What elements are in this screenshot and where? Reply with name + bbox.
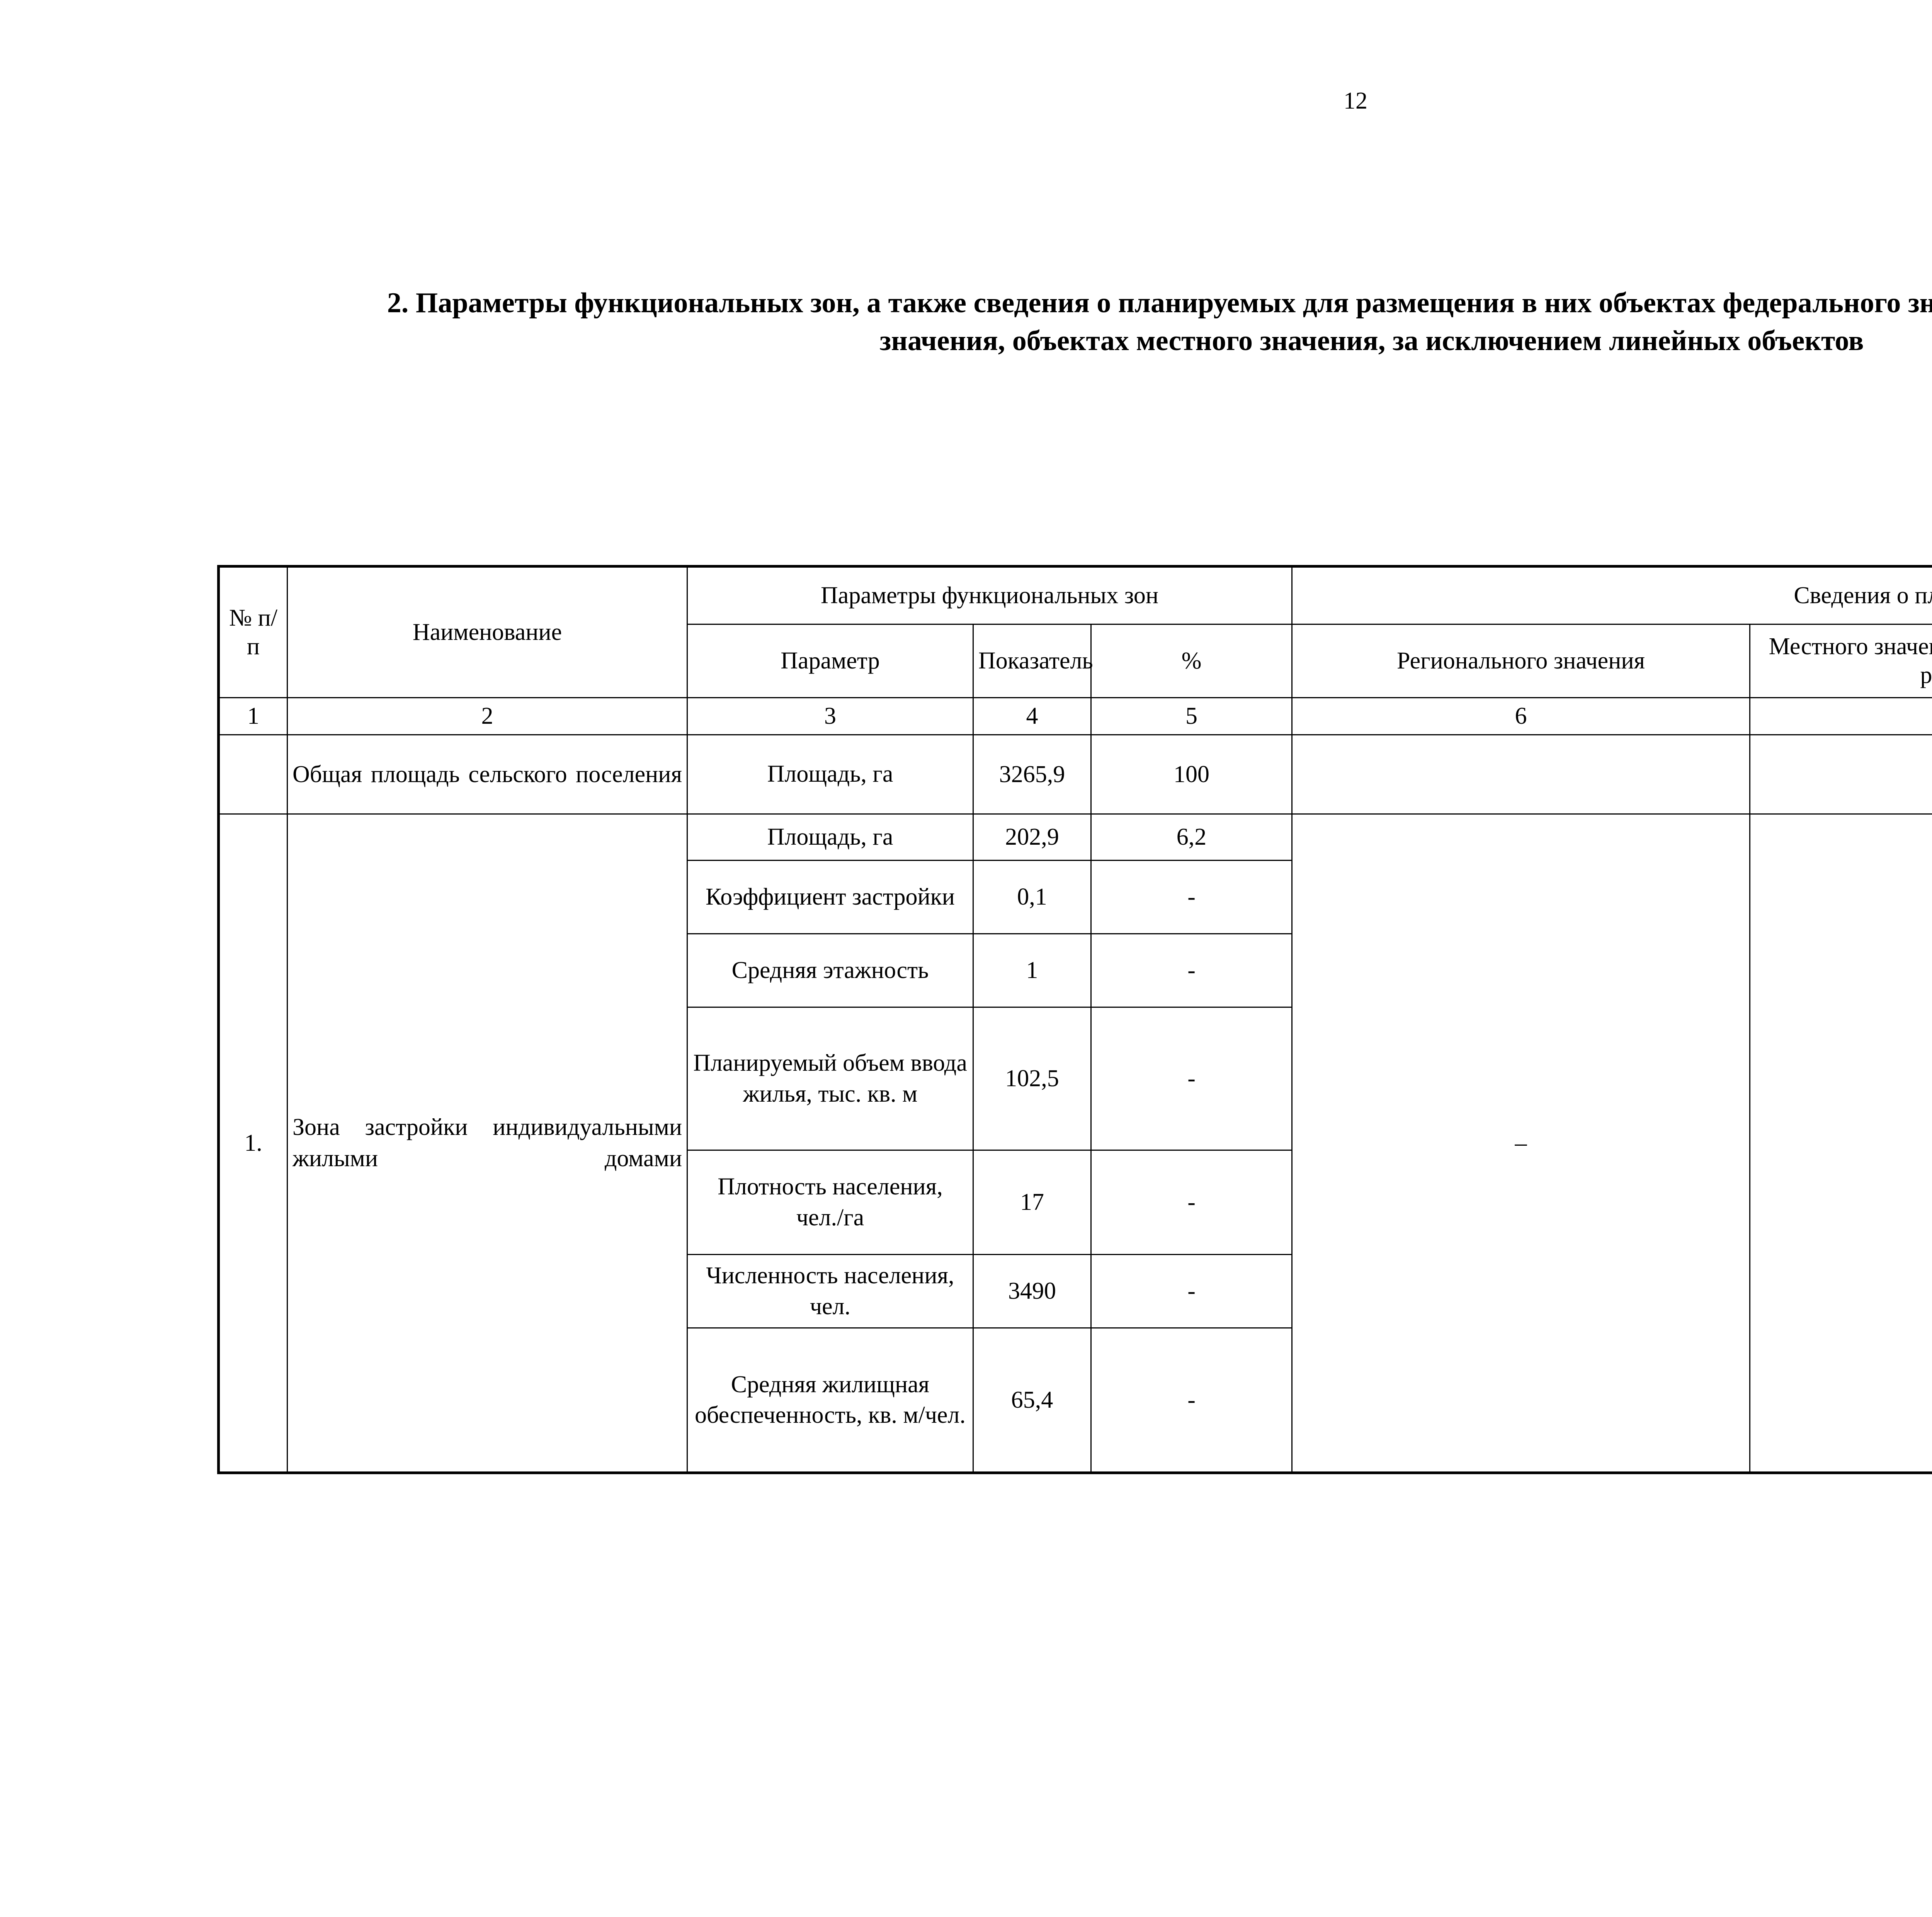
row-indicator: 202,9 [973, 813, 1092, 861]
row-indicator: 3490 [973, 1254, 1092, 1328]
row-municipal-district [1749, 734, 1932, 815]
row-parameter: Площадь, га [687, 734, 974, 815]
row-indicator: 0,1 [973, 860, 1092, 934]
row-percent: - [1090, 1150, 1293, 1255]
row-parameter: Площадь, га [687, 813, 974, 861]
header-municipal-district: Местного значения муниципального района [1749, 624, 1932, 698]
row-name: Зона застройки индивидуальными жилыми до… [287, 813, 688, 1473]
row-parameter: Средняя этажность [687, 933, 974, 1008]
row-number [218, 734, 288, 815]
row-percent: - [1090, 1007, 1293, 1151]
table-row: Коэффициент застройки 0,1 - [219, 860, 1932, 934]
row-indicator: 1 [973, 933, 1092, 1008]
row-parameter: Плотность населения, чел./га [687, 1150, 974, 1255]
table-row: 1. Зона застройки индивидуальными жилыми… [218, 813, 1932, 1473]
page-title: 2. Параметры функциональных зон, а также… [387, 287, 1932, 357]
colnum-2: 2 [287, 697, 688, 735]
header-parameter: Параметр [687, 624, 974, 698]
row-percent: - [1090, 1327, 1293, 1473]
colnum-4: 4 [973, 697, 1092, 735]
row-percent: - [1090, 1254, 1293, 1328]
row-regional: – [1291, 813, 1751, 1473]
table-row: Плотность населения, чел./га 17 - [219, 1150, 1932, 1255]
row-indicator: 65,4 [973, 1327, 1092, 1473]
header-percent: % [1090, 624, 1293, 698]
column-number-row: 1 2 3 4 5 6 7 8 [218, 697, 1932, 735]
header-row-top: № п/п Наименование Параметры функциональ… [218, 566, 1932, 698]
row-percent: 100 [1090, 734, 1293, 815]
colnum-6: 6 [1291, 697, 1751, 735]
functional-zones-table: № п/п Наименование Параметры функциональ… [217, 565, 1932, 1474]
row-regional [1291, 734, 1751, 815]
table-head: № п/п Наименование Параметры функциональ… [218, 566, 1932, 735]
row-parameter: Коэффициент застройки [687, 860, 974, 934]
row-parameter: Планируемый объем ввода жилья, тыс. кв. … [687, 1007, 974, 1151]
colnum-1: 1 [218, 697, 288, 735]
row-name: Общая площадь сельского поселения [287, 734, 688, 815]
table-caption: Таблица № 2 [0, 479, 1932, 506]
row-percent: - [1090, 860, 1293, 934]
row-municipal-district: – [1749, 813, 1932, 1473]
table-row: Планируемый объем ввода жилья, тыс. кв. … [219, 1007, 1932, 1151]
table-row: Средняя жилищная обеспеченность, кв. м/ч… [219, 1327, 1932, 1473]
header-name: Наименование [287, 566, 688, 698]
header-indicator: Показатель [973, 624, 1093, 698]
table-row: Общая площадь сельского поселения Площад… [218, 734, 1932, 815]
header-params-group: Параметры функциональных зон [686, 566, 1293, 625]
table-row: Численность населения, чел. 3490 - [219, 1254, 1932, 1328]
row-indicator: 3265,9 [973, 734, 1092, 815]
table-body: Общая площадь сельского поселения Площад… [218, 734, 1932, 1473]
parameters-table-wrapper: № п/п Наименование Параметры функциональ… [217, 565, 1932, 1474]
row-indicator: 17 [973, 1150, 1092, 1255]
table-row: Средняя этажность 1 - [219, 933, 1932, 1008]
row-parameter: Численность населения, чел. [687, 1254, 974, 1328]
header-row-sub: Параметр Показатель % Регионального знач… [219, 624, 1932, 698]
page-number: 12 [1344, 88, 1367, 114]
row-indicator: 102,5 [973, 1007, 1092, 1151]
row-percent: - [1090, 933, 1293, 1008]
header-objects-group: Сведения о планируемых объектах [1291, 566, 1932, 625]
colnum-3: 3 [687, 697, 974, 735]
row-parameter: Средняя жилищная обеспеченность, кв. м/ч… [687, 1327, 974, 1473]
header-num: № п/п [218, 566, 288, 698]
row-number: 1. [218, 813, 288, 1473]
colnum-7: 7 [1749, 697, 1932, 735]
header-regional: Регионального значения [1291, 624, 1751, 698]
row-percent: 6,2 [1090, 813, 1293, 861]
colnum-5: 5 [1090, 697, 1293, 735]
